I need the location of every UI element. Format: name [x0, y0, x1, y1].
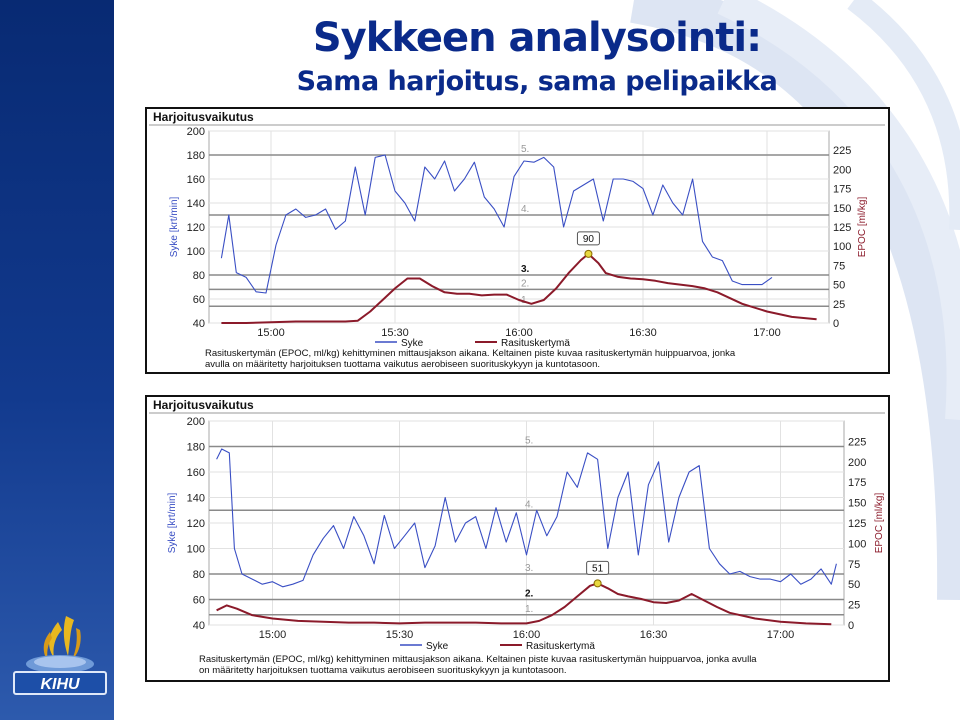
y-left-tick-label: 100: [187, 544, 205, 556]
legend-label-heart-rate: Syke: [426, 641, 449, 652]
epoc-series-line: [216, 582, 832, 626]
y-left-tick-label: 60: [193, 294, 205, 306]
y-right-tick-label: 200: [833, 164, 851, 176]
x-tick-label: 15:30: [381, 327, 409, 339]
y-right-tick-label: 125: [848, 518, 866, 530]
y-left-tick-label: 120: [187, 518, 205, 530]
x-tick-label: 16:00: [513, 629, 541, 641]
sidebar-band: [0, 0, 114, 720]
chart-caption-line: on määritetty harjoituksen tuottama vaik…: [199, 665, 567, 676]
y-right-tick-label: 0: [833, 318, 839, 330]
chart-1-svg: Harjoitusvaikutus 40 60 80 100 120 140 160 180 20…: [149, 110, 885, 370]
y-left-axis-label: Syke [krt/min]: [169, 197, 180, 258]
y-right-tick-label: 225: [848, 436, 866, 448]
epoc-series-line: [221, 252, 817, 324]
x-tick-label: 15:30: [386, 629, 414, 641]
y-left-tick-label: 180: [187, 150, 205, 162]
y-left-tick-label: 140: [187, 493, 205, 505]
y-right-tick-label: 100: [848, 538, 866, 550]
chart-2-svg: Harjoitusvaikutus 40 60 80 100 120 140 160 180 20…: [149, 398, 885, 676]
chart-caption-line: avulla on määritetty harjoituksen tuotta…: [205, 359, 600, 370]
y-left-tick-label: 180: [187, 442, 205, 454]
x-tick-label: 16:30: [640, 629, 668, 641]
y-right-tick-label: 100: [833, 241, 851, 253]
heart-rate-series-line: [216, 448, 837, 588]
y-left-tick-label: 160: [187, 467, 205, 479]
y-right-tick-label: 25: [833, 299, 845, 311]
slide-subtitle: Sama harjoitus, sama pelipaikka: [296, 66, 778, 97]
legend-label-heart-rate: Syke: [401, 338, 424, 349]
peak-label: 90: [583, 234, 595, 245]
zone-label: 1.: [525, 604, 533, 615]
y-right-tick-label: 25: [848, 600, 860, 612]
y-left-tick-label: 40: [193, 318, 205, 330]
x-tick-label: 15:00: [259, 629, 287, 641]
y-left-tick-label: 200: [187, 126, 205, 138]
y-right-tick-label: 125: [833, 222, 851, 234]
training-effect-chart-1: Harjoitusvaikutus 40 60 80 100 120 140 160 180 20…: [145, 107, 890, 374]
y-right-tick-label: 50: [848, 579, 860, 591]
chart-title: Harjoitusvaikutus: [153, 110, 254, 124]
legend-label-epoc: Rasituskertymä: [526, 641, 595, 652]
logo-text: KIHU: [40, 676, 80, 693]
y-right-tick-label: 0: [848, 620, 854, 632]
y-left-tick-label: 60: [193, 595, 205, 607]
y-left-tick-label: 160: [187, 174, 205, 186]
peak-marker: [584, 249, 593, 258]
peak-label-box: [586, 560, 610, 575]
zone-label: 4.: [525, 499, 533, 510]
y-left-tick-label: 140: [187, 198, 205, 210]
y-left-axis-label: Syke [krt/min]: [167, 493, 178, 554]
y-left-tick-label: 80: [193, 569, 205, 581]
y-right-axis-label: EPOC [ml/kg]: [857, 197, 868, 258]
y-right-tick-label: 150: [848, 498, 866, 510]
x-tick-label: 16:30: [629, 327, 657, 339]
y-right-tick-label: 225: [833, 145, 851, 157]
kihu-logo: KIHU: [13, 616, 107, 695]
zone-label: 5.: [525, 436, 533, 447]
peak-label-box: [576, 231, 600, 246]
zone-label: 3.: [521, 264, 530, 275]
y-left-tick-label: 100: [187, 246, 205, 258]
x-tick-label: 16:00: [505, 327, 533, 339]
training-effect-chart-2: Harjoitusvaikutus 40 60 80 100 120 140 160 180 20…: [145, 395, 890, 682]
zone-label: 1.: [521, 295, 529, 306]
y-right-axis-label: EPOC [ml/kg]: [874, 493, 885, 554]
y-right-tick-label: 175: [833, 184, 851, 196]
chart-caption-line: Rasituskertymän (EPOC, ml/kg) kehittymin…: [205, 348, 736, 359]
x-tick-label: 17:00: [767, 629, 795, 641]
y-right-tick-label: 200: [848, 457, 866, 469]
peak-label: 51: [592, 563, 604, 574]
y-left-tick-label: 80: [193, 270, 205, 282]
x-tick-label: 15:00: [257, 327, 285, 339]
y-right-tick-label: 175: [848, 477, 866, 489]
zone-label: 2.: [525, 589, 534, 600]
chart-caption-line: Rasituskertymän (EPOC, ml/kg) kehittymin…: [199, 654, 757, 665]
y-right-tick-label: 75: [848, 559, 860, 571]
zone-label: 5.: [521, 144, 529, 155]
y-left-tick-label: 120: [187, 222, 205, 234]
zone-label: 2.: [521, 278, 529, 289]
chart-title: Harjoitusvaikutus: [153, 398, 254, 412]
y-left-tick-label: 200: [187, 416, 205, 428]
zone-label: 3.: [525, 563, 533, 574]
y-right-tick-label: 75: [833, 260, 845, 272]
x-tick-label: 17:00: [753, 327, 781, 339]
peak-marker: [593, 579, 602, 588]
legend-label-epoc: Rasituskertymä: [501, 338, 570, 349]
y-right-tick-label: 50: [833, 280, 845, 292]
heart-rate-series-line: [220, 154, 773, 294]
y-right-tick-label: 150: [833, 203, 851, 215]
slide-title: Sykkeen analysointi:: [312, 15, 762, 61]
zone-label: 4.: [521, 204, 529, 215]
y-left-tick-label: 40: [193, 620, 205, 632]
